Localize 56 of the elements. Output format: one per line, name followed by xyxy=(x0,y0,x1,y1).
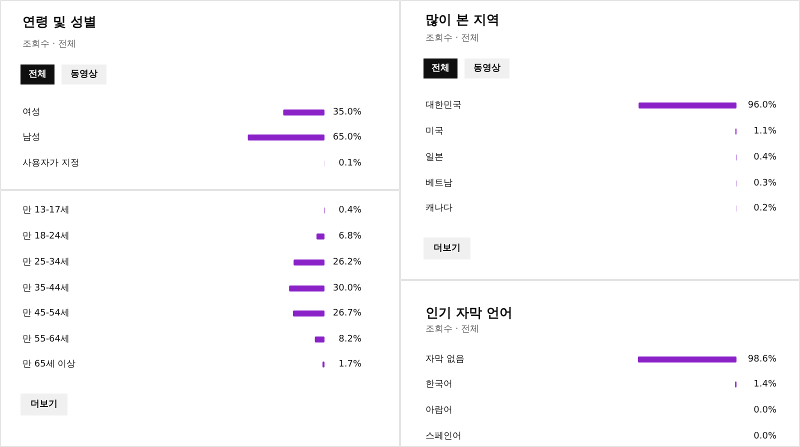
y-tick-label: 만 45-54세 xyxy=(22,308,70,318)
y-tick-label: 캐나다 xyxy=(426,204,452,214)
bar xyxy=(292,310,324,316)
y-tick-label: 아랍어 xyxy=(426,406,452,416)
y-tick-label: 베트남 xyxy=(426,178,452,188)
data-label: 0.2% xyxy=(754,204,777,214)
data-label: 1.7% xyxy=(338,360,362,370)
bar xyxy=(316,234,324,240)
data-label: 26.7% xyxy=(332,308,362,318)
y-tick-label: 만 25-34세 xyxy=(22,258,70,268)
text: 전체 xyxy=(432,64,450,74)
data-label: 0.0% xyxy=(754,406,777,416)
data-label: 0.0% xyxy=(754,432,777,442)
data-label: 8.2% xyxy=(338,334,362,344)
text: 더보기 xyxy=(30,400,58,410)
y-tick-label: 만 18-24세 xyxy=(22,232,70,242)
y-tick-label: 만 35-44세 xyxy=(22,284,70,294)
y-tick-label: 자막 없음 xyxy=(426,354,464,364)
bar xyxy=(294,260,324,266)
text: 동영상 xyxy=(474,64,500,74)
data-label: 35.0% xyxy=(332,108,362,118)
text: 많이 본 지역 xyxy=(426,13,500,28)
data-label: 6.8% xyxy=(338,232,362,242)
data-label: 0.4% xyxy=(754,152,777,162)
text: 조회수 · 전체 xyxy=(22,40,76,50)
y-tick-label: 한국어 xyxy=(426,380,452,390)
bar xyxy=(289,286,324,292)
text: 조회수 · 전체 xyxy=(426,34,480,44)
y-tick-label: 미국 xyxy=(426,126,444,136)
text: 조회수 · 전체 xyxy=(426,324,480,334)
y-tick-label: 여성 xyxy=(22,108,40,118)
data-label: 1.1% xyxy=(754,126,777,136)
data-label: 1.4% xyxy=(754,380,777,390)
text: 연령 및 성별 xyxy=(22,15,97,30)
bar xyxy=(314,336,324,342)
data-label: 96.0% xyxy=(748,100,777,110)
text: 동영상 xyxy=(70,70,98,80)
y-tick-label: 대한민국 xyxy=(426,100,462,110)
y-tick-label: 만 13-17세 xyxy=(22,206,70,216)
y-tick-label: 사용자가 지정 xyxy=(22,158,80,168)
text: 더보기 xyxy=(434,244,460,254)
data-label: 65.0% xyxy=(332,132,362,142)
data-label: 30.0% xyxy=(332,284,362,294)
y-tick-label: 일본 xyxy=(426,152,444,162)
y-tick-label: 만 65세 이상 xyxy=(22,360,76,370)
y-tick-label: 남성 xyxy=(22,132,40,142)
data-label: 0.4% xyxy=(338,206,362,216)
bar xyxy=(638,102,736,108)
text: 인기 자막 언어 xyxy=(426,306,513,321)
data-label: 98.6% xyxy=(748,354,777,364)
data-label: 0.3% xyxy=(754,178,777,188)
y-tick-label: 스페인어 xyxy=(426,432,462,442)
text: 전체 xyxy=(28,70,46,80)
y-tick-label: 만 55-64세 xyxy=(22,334,70,344)
data-label: 26.2% xyxy=(332,258,362,268)
data-label: 0.1% xyxy=(338,158,362,168)
